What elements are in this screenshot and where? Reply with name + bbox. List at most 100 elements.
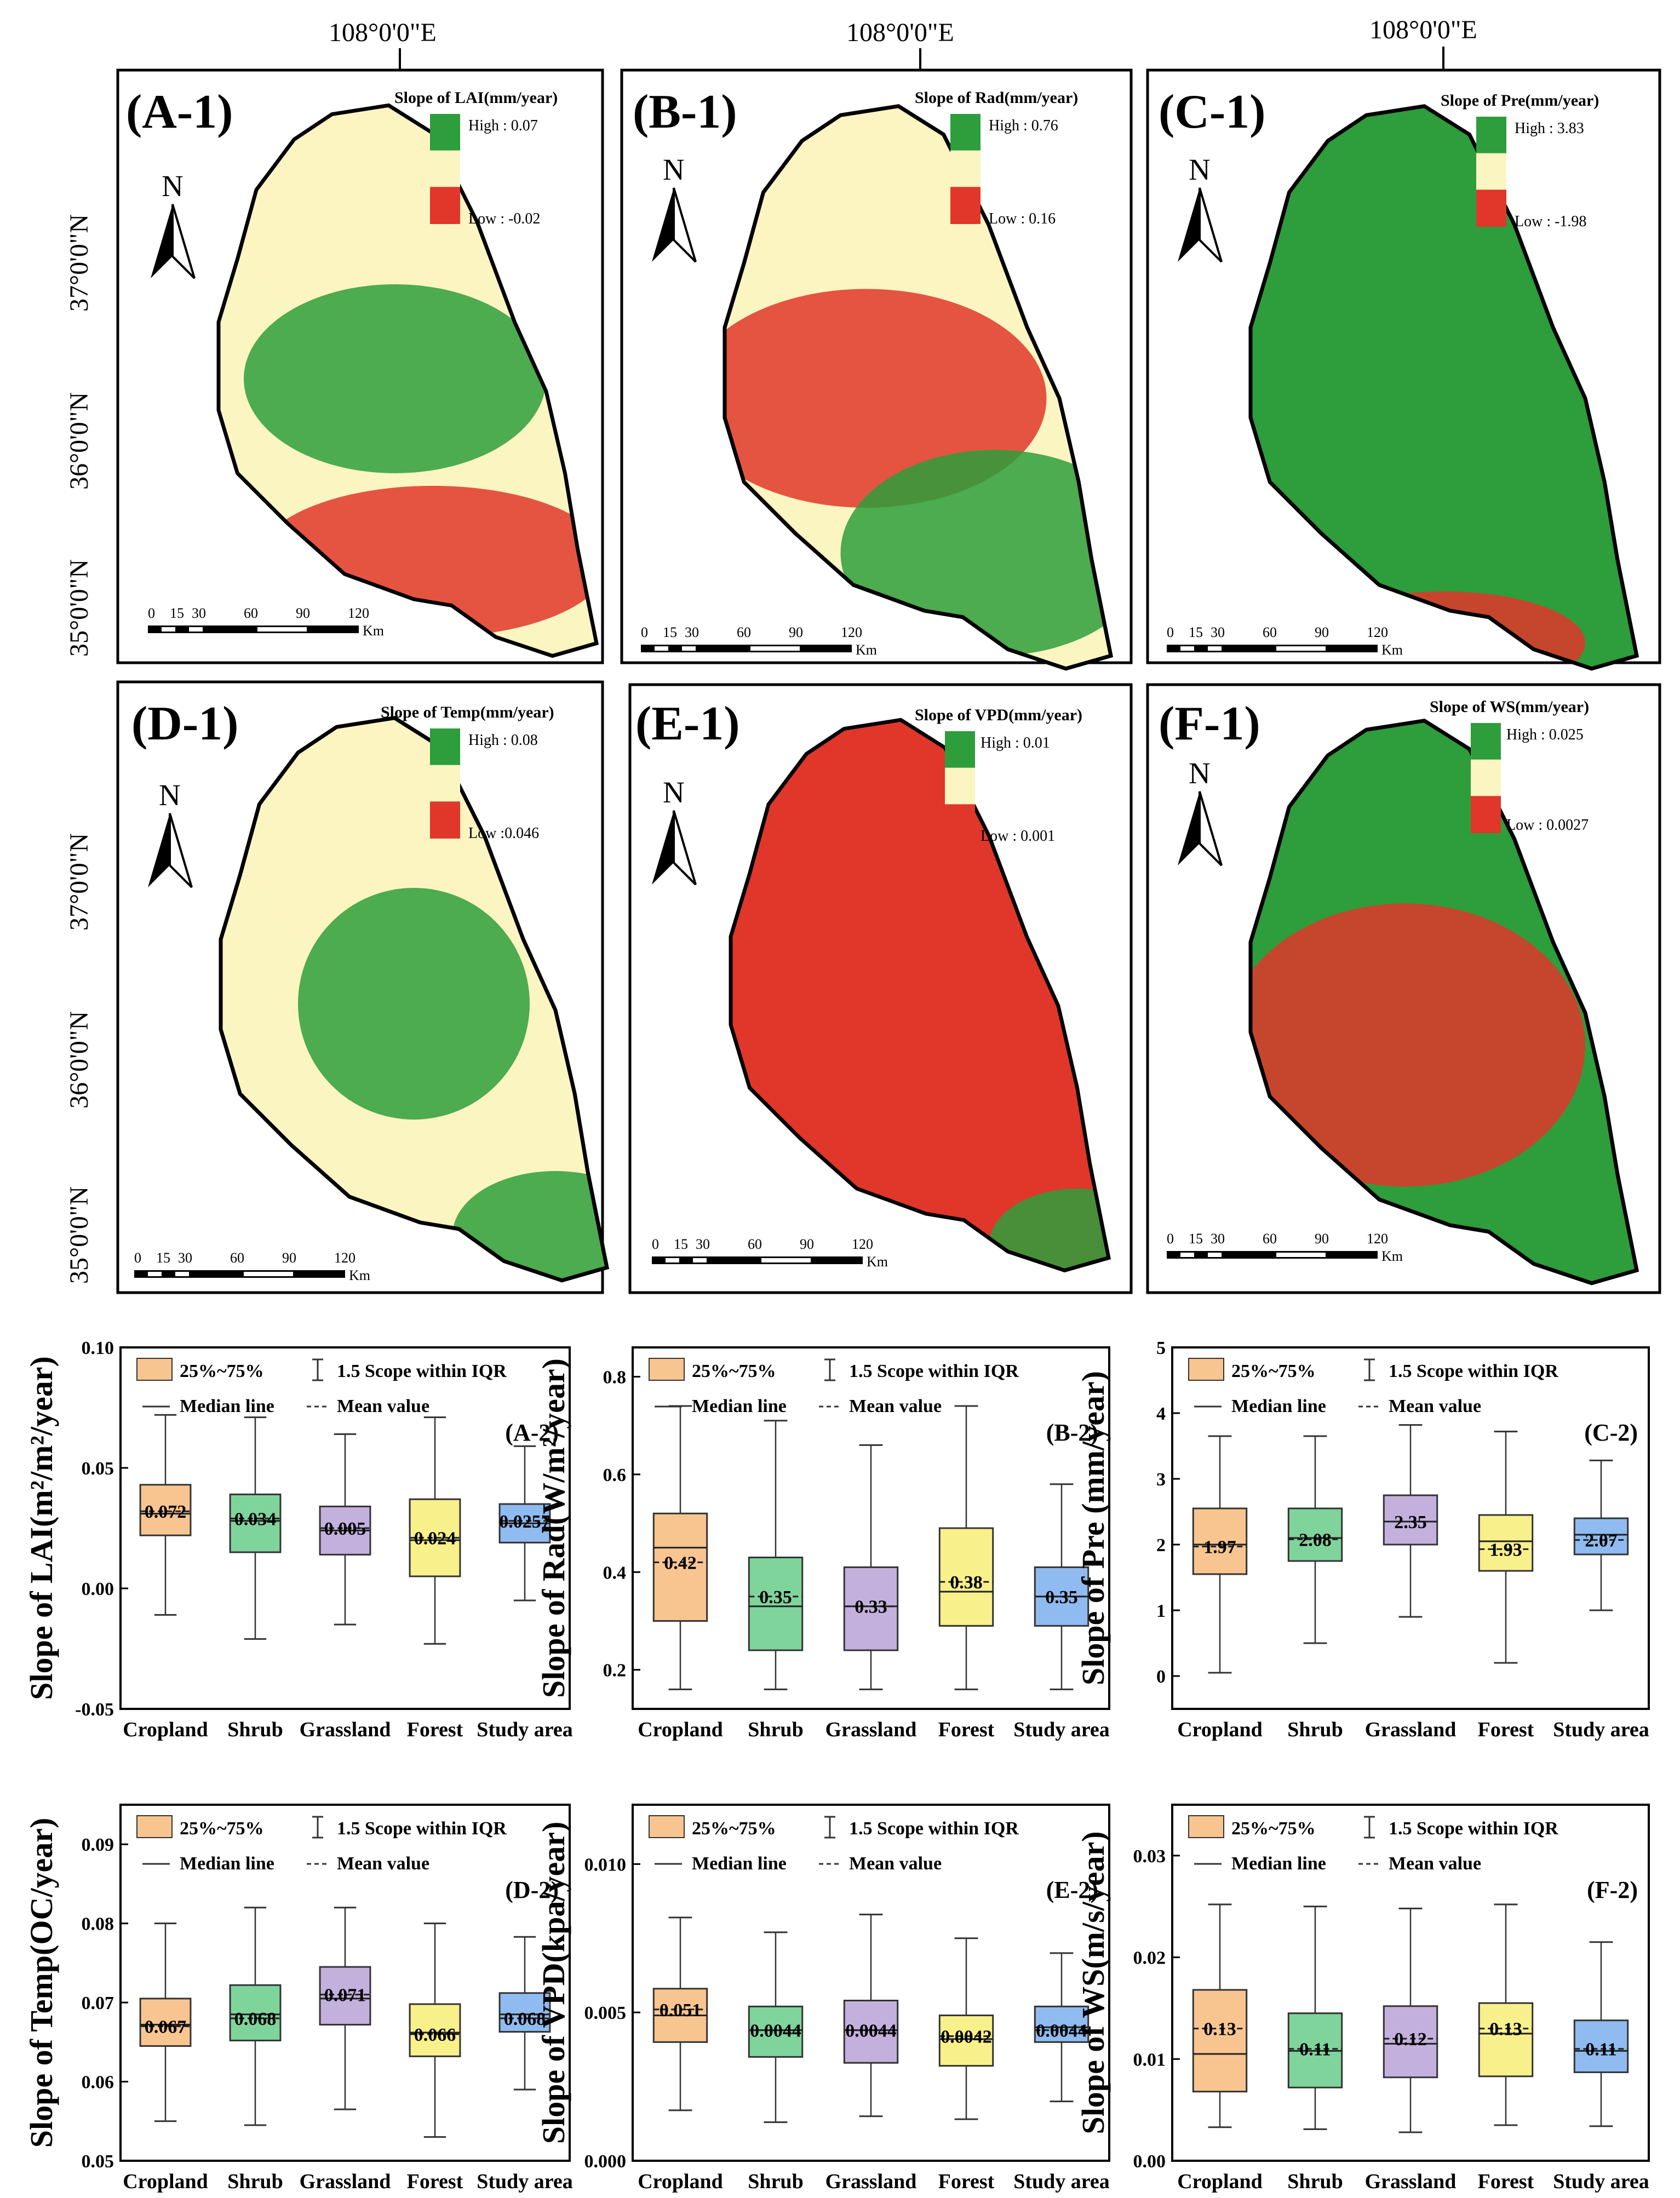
- scale-tick: 60: [1263, 624, 1277, 640]
- iqr-box: [319, 1966, 371, 2026]
- legend-ramp-step: [1471, 723, 1501, 760]
- scale-tick: 15: [663, 624, 677, 640]
- legend-title: Slope of LAI(mm/year): [394, 89, 558, 107]
- y-tick-label: 0.00: [1133, 2151, 1166, 2172]
- x-tick-label: Study area: [1553, 1718, 1649, 1741]
- x-tick-label: Grassland: [825, 1718, 917, 1741]
- scale-bar: 0 15 30 60 90 120 Km: [641, 624, 877, 658]
- scale-tick: 60: [244, 605, 258, 621]
- iqr-box: [409, 2003, 461, 2057]
- mean-value-label: 0.005: [324, 1519, 366, 1539]
- mean-value-label: 0.0044: [845, 2021, 897, 2041]
- mean-value-label: 0.072: [145, 1502, 187, 1522]
- north-arrow-icon: [1178, 188, 1200, 262]
- legend-low: Low : 0.0027: [1506, 817, 1589, 834]
- x-tick-label: Grassland: [1365, 1718, 1457, 1741]
- map-panel-d: (D-1) Slope of Temp(mm/year) High : 0.08…: [116, 680, 610, 1294]
- mean-value-label: 0.068: [234, 2009, 277, 2029]
- legend-high: High : 0.025: [1506, 726, 1584, 743]
- legend-whisker-label: 1.5 Scope within IQR: [337, 1361, 507, 1381]
- box-panel: 0.2 0.4 0.6 0.8 Slope of Rad(W/m²/year) Cropl…: [536, 1346, 1110, 1741]
- mean-value-label: 0.0044: [1036, 2021, 1087, 2041]
- scale-bar: 0 15 30 60 90 120 Km: [652, 1236, 888, 1270]
- legend-ramp-step: [430, 114, 460, 151]
- scale-tick: 120: [348, 605, 369, 621]
- basin-zone-center: [298, 888, 530, 1120]
- legend-box-swatch: [1188, 1815, 1224, 1838]
- legend-ramp-step: [950, 187, 981, 224]
- mean-value-label: 1.97: [1203, 1537, 1236, 1558]
- mean-value-label: 0.0042: [941, 2027, 992, 2047]
- basin-zone-center: [1250, 903, 1585, 1187]
- scale-tick: 30: [1211, 624, 1225, 640]
- x-tick-label: Forest: [407, 1718, 463, 1741]
- legend-title: Slope of WS(mm/year): [1430, 698, 1589, 716]
- mean-value-label: 0.35: [759, 1587, 792, 1608]
- x-tick-label: Study area: [1553, 2170, 1649, 2193]
- mean-value-label: 2.07: [1585, 1531, 1618, 1551]
- scale-tick: 30: [685, 624, 699, 640]
- legend-low: Low : -0.02: [468, 210, 540, 227]
- map-panel-label: (C-1): [1159, 85, 1265, 139]
- scale-tick: 0: [1167, 624, 1174, 640]
- y-tick-label: 0.8: [603, 1368, 627, 1388]
- box-panel-label: (D-2): [505, 1876, 559, 1903]
- box-panel-label: (B-2): [1046, 1419, 1098, 1446]
- basin-outline: [723, 104, 1114, 671]
- scale-tick: 0: [652, 1236, 659, 1252]
- mean-value-label: 0.051: [660, 2000, 702, 2021]
- scale-tick: 90: [800, 1236, 814, 1252]
- legend-whisker-label: 1.5 Scope within IQR: [1389, 1818, 1558, 1839]
- mean-value-label: 0.068: [504, 2009, 546, 2029]
- scale-unit: Km: [349, 1267, 370, 1283]
- legend-high: High : 0.08: [468, 732, 538, 749]
- scale-tick: 0: [1167, 1231, 1174, 1247]
- scale-unit: Km: [867, 1254, 888, 1270]
- basin-zone-center: [730, 873, 1096, 1126]
- legend-ramp-step: [950, 114, 981, 151]
- iqr-box: [748, 2005, 804, 2058]
- basin-zone-center: [724, 289, 1047, 508]
- mean-value-label: 0.024: [414, 1529, 456, 1549]
- legend-ramp-step: [430, 801, 460, 839]
- x-tick-label: Study area: [477, 1718, 573, 1741]
- mean-value-label: 0.071: [324, 1985, 366, 2006]
- legend-whisker-label: 1.5 Scope within IQR: [1389, 1361, 1558, 1381]
- y-tick-label: 0.01: [1133, 2050, 1166, 2070]
- legend-mean-label: Mean value: [337, 1396, 429, 1416]
- map-panel-label: (F-1): [1159, 697, 1260, 750]
- legend-title: Slope of Temp(mm/year): [381, 703, 554, 721]
- legend-whisker-label: 1.5 Scope within IQR: [337, 1818, 507, 1839]
- scale-tick: 120: [841, 624, 862, 640]
- plot-frame: [1171, 1804, 1650, 2162]
- lat-label-d-37: 37°0'0"N: [65, 833, 94, 931]
- mean-value-label: 0.13: [1489, 2019, 1522, 2040]
- scale-tick: 120: [1367, 624, 1388, 640]
- legend-title: Slope of Pre(mm/year): [1441, 91, 1599, 110]
- y-tick-label: 0.2: [603, 1661, 627, 1681]
- map-panel-label: (A-1): [126, 85, 233, 139]
- x-tick-label: Cropland: [1177, 2170, 1263, 2193]
- map-panel-a: (A-1) Slope of LAI(mm/year) High : 0.07 …: [116, 68, 604, 664]
- lat-label-d-36: 36°0'0"N: [65, 1011, 94, 1109]
- scale-tick: 60: [737, 624, 751, 640]
- legend-box-swatch: [1188, 1358, 1224, 1381]
- legend-ramp-step: [1471, 796, 1501, 833]
- legend-ramp-step: [430, 150, 460, 188]
- basin-outline: [216, 103, 599, 658]
- legend-iqr-label: 25%~75%: [1231, 1361, 1316, 1381]
- y-tick-label: 0.10: [82, 1338, 114, 1358]
- scale-bar: 0 15 30 60 90 120 Km: [1167, 624, 1403, 658]
- x-tick-label: Shrub: [227, 2170, 283, 2193]
- x-tick-label: Cropland: [638, 1718, 723, 1741]
- legend-ramp-step: [1471, 759, 1501, 797]
- legend-ramp-step: [1476, 117, 1506, 154]
- scale-bar: 0 15 30 60 90 120 Km: [148, 605, 384, 639]
- legend-low: Low : 0.001: [981, 828, 1055, 845]
- north-arrow-icon: [148, 813, 170, 887]
- legend-whisker-label: 1.5 Scope within IQR: [849, 1818, 1019, 1839]
- legend-mean-label: Mean value: [337, 1853, 429, 1874]
- scale-tick: 15: [1189, 1231, 1203, 1247]
- box-panel: -0.05 0.00 0.05 0.10 Slope of LAI(m²/m²/year…: [24, 1338, 573, 1741]
- mean-value-label: 0.066: [414, 2025, 456, 2045]
